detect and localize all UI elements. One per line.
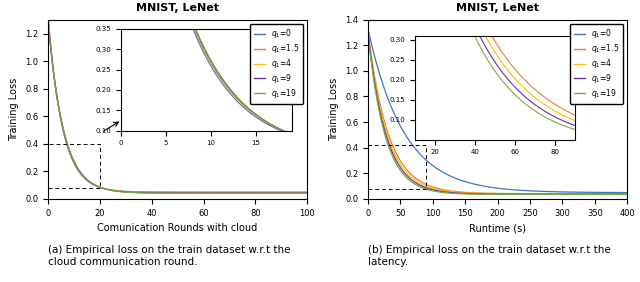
Y-axis label: Training Loss: Training Loss [330,78,339,141]
X-axis label: Runtime (s): Runtime (s) [469,223,526,233]
Title: MNIST, LeNet: MNIST, LeNet [136,3,219,14]
Text: (a) Empirical loss on the train dataset w.r.t the
cloud communication round.: (a) Empirical loss on the train dataset … [48,245,291,267]
Y-axis label: Training Loss: Training Loss [10,78,19,141]
Legend: $q_1$=0, $q_1$=1.5, $q_1$=4, $q_1$=9, $q_1$=19: $q_1$=0, $q_1$=1.5, $q_1$=4, $q_1$=9, $q… [250,24,303,104]
X-axis label: Comunication Rounds with cloud: Comunication Rounds with cloud [97,223,258,233]
Title: MNIST, LeNet: MNIST, LeNet [456,3,539,14]
Legend: $q_1$=0, $q_1$=1.5, $q_1$=4, $q_1$=9, $q_1$=19: $q_1$=0, $q_1$=1.5, $q_1$=4, $q_1$=9, $q… [570,24,623,104]
Text: (b) Empirical loss on the train dataset w.r.t the
latency.: (b) Empirical loss on the train dataset … [368,245,611,267]
